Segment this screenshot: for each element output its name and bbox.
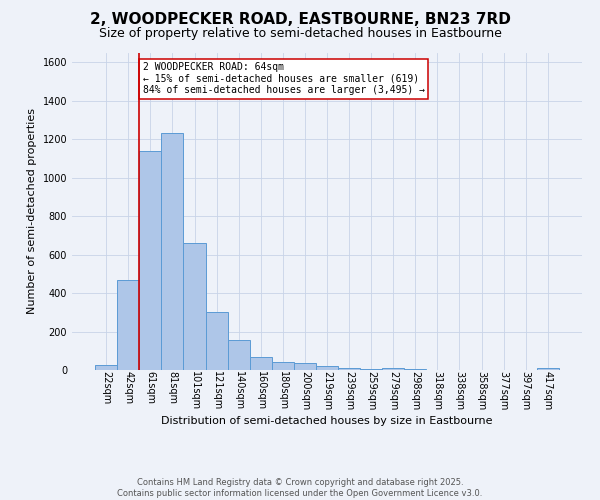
Bar: [316, 366, 338, 370]
Text: 2, WOODPECKER ROAD, EASTBOURNE, BN23 7RD: 2, WOODPECKER ROAD, EASTBOURNE, BN23 7RD: [89, 12, 511, 28]
X-axis label: Distribution of semi-detached houses by size in Eastbourne: Distribution of semi-detached houses by …: [161, 416, 493, 426]
Bar: [184, 243, 206, 370]
Text: 2 WOODPECKER ROAD: 64sqm
← 15% of semi-detached houses are smaller (619)
84% of : 2 WOODPECKER ROAD: 64sqm ← 15% of semi-d…: [143, 62, 425, 96]
Bar: [382, 368, 404, 370]
Bar: [360, 369, 382, 370]
Bar: [272, 362, 294, 370]
Bar: [227, 340, 250, 370]
Bar: [294, 364, 316, 370]
Bar: [338, 368, 360, 370]
Bar: [161, 134, 184, 370]
Bar: [95, 365, 117, 370]
Bar: [250, 358, 272, 370]
Bar: [537, 368, 559, 370]
Bar: [206, 312, 227, 370]
Text: Size of property relative to semi-detached houses in Eastbourne: Size of property relative to semi-detach…: [98, 28, 502, 40]
Text: Contains HM Land Registry data © Crown copyright and database right 2025.
Contai: Contains HM Land Registry data © Crown c…: [118, 478, 482, 498]
Bar: [139, 150, 161, 370]
Y-axis label: Number of semi-detached properties: Number of semi-detached properties: [27, 108, 37, 314]
Bar: [117, 280, 139, 370]
